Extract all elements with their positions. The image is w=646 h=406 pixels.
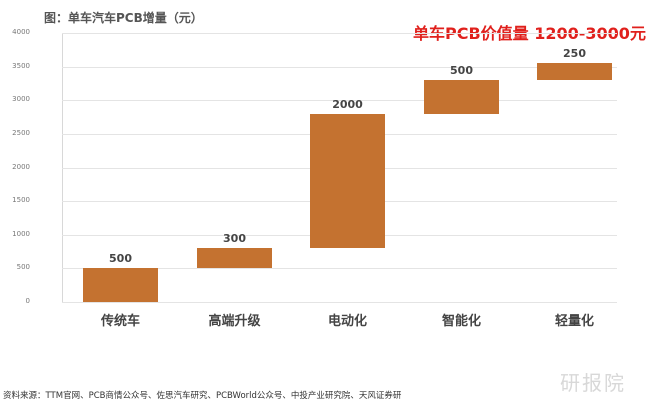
chart-title: 图：单车汽车PCB增量（元） bbox=[44, 11, 203, 25]
x-category-label: 传统车 bbox=[100, 314, 140, 329]
y-tick-label: 3500 bbox=[12, 61, 30, 70]
bar-value-label: 2000 bbox=[332, 97, 363, 111]
y-tick-label: 2000 bbox=[12, 162, 30, 171]
bar bbox=[424, 80, 499, 114]
x-category-label: 电动化 bbox=[327, 314, 367, 329]
gridline bbox=[62, 100, 617, 102]
x-category-label: 智能化 bbox=[441, 314, 481, 329]
y-tick-label: 2500 bbox=[12, 128, 30, 137]
x-category-label: 轻量化 bbox=[554, 314, 594, 329]
bar bbox=[537, 63, 612, 81]
bar-value-label: 500 bbox=[109, 252, 132, 266]
y-tick-label: 3000 bbox=[12, 95, 30, 104]
bar bbox=[310, 113, 385, 249]
y-tick-label: 1000 bbox=[12, 229, 30, 238]
gridline bbox=[62, 33, 617, 34]
bar-value-label: 300 bbox=[223, 232, 246, 246]
x-category-label: 高端升级 bbox=[208, 314, 261, 329]
bar-value-label: 250 bbox=[563, 47, 586, 61]
bar bbox=[83, 268, 158, 302]
gridline bbox=[62, 302, 617, 303]
bar-value-label: 500 bbox=[450, 64, 473, 78]
y-tick-label: 1500 bbox=[12, 196, 30, 205]
source-note: 资料来源：TTM官网、PCB商情公众号、佐思汽车研究、PCBWorld公众号、中… bbox=[3, 391, 402, 401]
y-tick-label: 4000 bbox=[12, 28, 30, 36]
bar bbox=[197, 248, 272, 269]
headline-annotation: 单车PCB价值量 1200-3000元 bbox=[413, 24, 646, 43]
gridline bbox=[62, 66, 617, 68]
gridline bbox=[62, 268, 617, 270]
watermark: 研报院 bbox=[560, 371, 626, 395]
y-tick-label: 500 bbox=[16, 263, 30, 272]
y-tick-label: 0 bbox=[25, 297, 30, 305]
